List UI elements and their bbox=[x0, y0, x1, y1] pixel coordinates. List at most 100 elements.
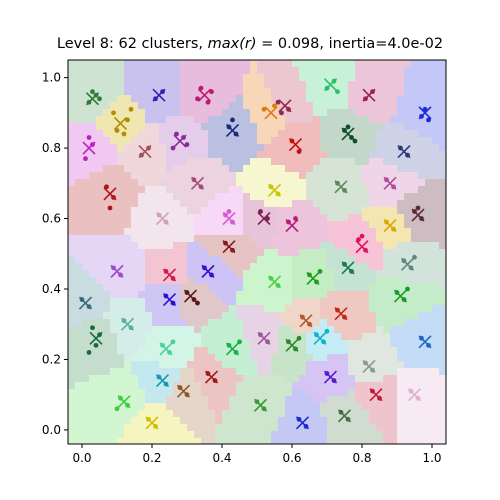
region-cell bbox=[152, 74, 160, 82]
region-cell bbox=[250, 284, 258, 292]
region-cell bbox=[215, 389, 223, 397]
region-cell bbox=[376, 382, 384, 390]
region-cell bbox=[257, 396, 265, 404]
region-cell bbox=[432, 242, 440, 250]
region-cell bbox=[376, 193, 384, 201]
region-cell bbox=[257, 326, 265, 334]
region-cell bbox=[264, 60, 272, 68]
region-cell bbox=[334, 319, 342, 327]
region-cell bbox=[250, 291, 258, 299]
region-cell bbox=[341, 333, 349, 341]
region-cell bbox=[89, 410, 97, 418]
region-cell bbox=[292, 200, 300, 208]
region-cell bbox=[124, 88, 132, 96]
region-cell bbox=[320, 158, 328, 166]
region-cell bbox=[334, 354, 342, 362]
region-cell bbox=[117, 158, 125, 166]
region-cell bbox=[145, 298, 153, 306]
region-cell bbox=[257, 249, 265, 257]
region-cell bbox=[271, 242, 279, 250]
region-cell bbox=[411, 123, 419, 131]
region-cell bbox=[369, 67, 377, 75]
region-cell bbox=[425, 298, 433, 306]
region-cell bbox=[376, 200, 384, 208]
region-cell bbox=[383, 88, 391, 96]
region-cell bbox=[208, 102, 216, 110]
data-point bbox=[111, 110, 116, 116]
region-cell bbox=[229, 277, 237, 285]
region-cell bbox=[194, 319, 202, 327]
region-cell bbox=[390, 249, 398, 257]
region-cell bbox=[117, 116, 125, 124]
region-cell bbox=[292, 438, 300, 444]
region-cell bbox=[180, 424, 188, 432]
region-cell bbox=[145, 242, 153, 250]
region-cell bbox=[201, 88, 209, 96]
region-cell bbox=[89, 256, 97, 264]
data-point bbox=[97, 96, 102, 102]
region-cell bbox=[75, 347, 83, 355]
region-cell bbox=[243, 235, 251, 243]
region-cell bbox=[180, 361, 188, 369]
region-cell bbox=[299, 242, 307, 250]
region-cell bbox=[124, 431, 132, 439]
region-cell bbox=[425, 410, 433, 418]
region-cell bbox=[152, 333, 160, 341]
region-cell bbox=[299, 326, 307, 334]
region-cell bbox=[306, 312, 314, 320]
region-cell bbox=[124, 151, 132, 159]
region-cell bbox=[313, 186, 321, 194]
region-cell bbox=[103, 256, 111, 264]
region-cell bbox=[145, 67, 153, 75]
region-cell bbox=[82, 270, 90, 278]
region-cell bbox=[103, 235, 111, 243]
region-cell bbox=[96, 235, 104, 243]
region-cell bbox=[418, 95, 426, 103]
region-cell bbox=[397, 95, 405, 103]
region-cell bbox=[383, 200, 391, 208]
region-cell bbox=[271, 74, 279, 82]
region-cell bbox=[131, 179, 139, 187]
region-cell bbox=[145, 235, 153, 243]
region-cell bbox=[397, 116, 405, 124]
region-cell bbox=[131, 221, 139, 229]
region-cell bbox=[334, 60, 342, 68]
region-cell bbox=[376, 277, 384, 285]
region-cell bbox=[173, 424, 181, 432]
region-cell bbox=[124, 424, 132, 432]
region-cell bbox=[103, 109, 111, 117]
centroid-marker bbox=[383, 219, 397, 233]
region-cell bbox=[404, 347, 412, 355]
region-cell bbox=[264, 179, 272, 187]
region-cell bbox=[257, 319, 265, 327]
region-cell bbox=[376, 214, 384, 222]
region-cell bbox=[278, 214, 286, 222]
region-cell bbox=[138, 158, 146, 166]
region-cell bbox=[334, 431, 342, 439]
region-cell bbox=[439, 130, 446, 138]
region-cell bbox=[201, 109, 209, 117]
region-cell bbox=[82, 165, 90, 173]
region-cell bbox=[110, 305, 118, 313]
region-cell bbox=[390, 333, 398, 341]
region-cell bbox=[355, 326, 363, 334]
region-cell bbox=[390, 291, 398, 299]
region-cell bbox=[236, 361, 244, 369]
region-cell bbox=[390, 200, 398, 208]
region-cell bbox=[180, 102, 188, 110]
region-cell bbox=[75, 312, 83, 320]
region-cell bbox=[439, 179, 446, 187]
region-cell bbox=[166, 256, 174, 264]
centroid-markers bbox=[78, 78, 432, 430]
region-cell bbox=[439, 319, 446, 327]
region-cell bbox=[124, 102, 132, 110]
region-cell bbox=[327, 410, 335, 418]
region-cell bbox=[229, 396, 237, 404]
data-point bbox=[205, 99, 211, 105]
region-cell bbox=[390, 151, 398, 159]
region-cell bbox=[257, 305, 265, 313]
region-cell bbox=[236, 368, 244, 376]
region-cell bbox=[152, 263, 160, 271]
region-cell bbox=[138, 382, 146, 390]
region-cell bbox=[166, 109, 174, 117]
